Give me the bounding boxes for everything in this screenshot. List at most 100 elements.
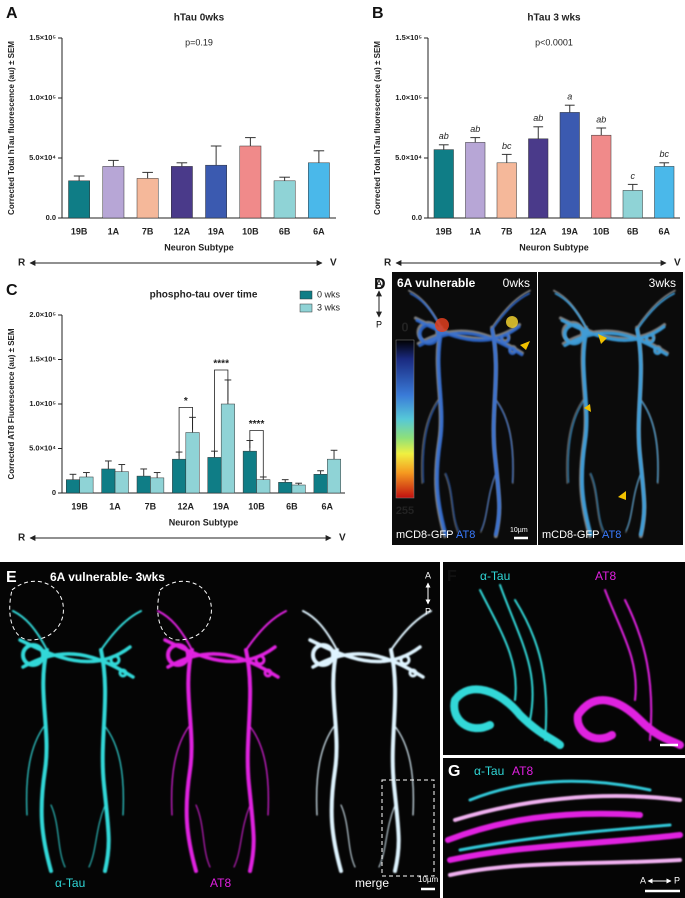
chart-subtitle: p<0.0001 (535, 37, 573, 47)
panel-e: E 6A vulnerable- 3wks A P α-Tau AT8 merg… (0, 562, 440, 898)
x-tick-label: 12A (174, 226, 191, 236)
y-tick-label: 5.0×10⁴ (395, 153, 422, 162)
arrowhead-marker (584, 404, 591, 412)
x-tick-label: 19A (213, 501, 230, 511)
time-label: 3wks (649, 276, 676, 290)
colorbar-label: 0 (401, 319, 408, 334)
y-axis-label: Corrected Total hTau fluorescence (au) ±… (373, 41, 382, 215)
chart-title: phospho-tau over time (150, 290, 258, 301)
channel-label: AT8 (512, 764, 533, 778)
fiber (479, 584, 548, 741)
bar (528, 138, 549, 219)
group-letter: bc (659, 149, 669, 159)
y-tick-label: 1.5×10⁵ (29, 354, 56, 363)
x-axis-label: Neuron Subtype (519, 242, 589, 252)
channel-label: α-Tau (55, 876, 85, 890)
channel-label: mCD8-GFP (396, 529, 453, 541)
outline (157, 580, 212, 641)
group-letter: ab (596, 114, 606, 124)
bar (185, 432, 200, 494)
panel-letter: D (374, 276, 386, 293)
y-tick-label: 5.0×10⁴ (29, 153, 56, 162)
orient-label: P (674, 875, 680, 885)
channel-label: AT8 (602, 529, 621, 541)
x-tick-label: 19B (71, 501, 88, 511)
bar (102, 166, 125, 219)
significance-label: * (184, 396, 188, 407)
panel-f: F α-Tau AT8 (443, 562, 685, 755)
group-letter: ab (470, 124, 480, 134)
group-letter: c (631, 171, 636, 181)
legend-label: 3 wks (317, 302, 341, 312)
bar (496, 162, 517, 219)
legend-swatch (299, 290, 313, 300)
x-tick-label: 6B (286, 501, 298, 511)
x-tick-label: 7B (145, 501, 157, 511)
y-tick-label: 0.0 (46, 213, 56, 222)
orient-label: P (425, 606, 431, 616)
y-axis-label: Corrected AT8 Fluorescence (au) ± SEM (7, 328, 16, 479)
bar (136, 475, 151, 494)
orient-label: P (376, 319, 382, 329)
y-tick-label: 1.0×10⁵ (395, 93, 422, 102)
panel-letter: E (6, 569, 17, 586)
legend-swatch (299, 303, 313, 313)
fiber (573, 696, 684, 749)
direction-label: R (18, 258, 26, 269)
direction-label: V (330, 258, 337, 269)
group-letter: ab (533, 113, 543, 123)
panel-letter: A (6, 5, 18, 22)
bar (207, 457, 222, 494)
y-axis-label: Corrected Total hTau fluorescence (au) ±… (7, 41, 16, 215)
x-tick-label: 1A (109, 501, 121, 511)
channel-label: AT8 (595, 569, 616, 583)
hotspot (435, 318, 449, 332)
bar (65, 479, 80, 494)
significance-bracket (249, 430, 264, 477)
fiber (450, 685, 564, 749)
x-tick-label: 1A (469, 226, 481, 236)
direction-label: R (18, 533, 26, 544)
bar (465, 142, 486, 219)
channel-label: α-Tau (480, 569, 510, 583)
group-letter: ab (439, 131, 449, 141)
y-tick-label: 1.0×10⁵ (29, 93, 56, 102)
x-tick-label: 6A (322, 501, 334, 511)
x-tick-label: 6B (627, 226, 639, 236)
chart-title: hTau 3 wks (527, 13, 581, 24)
bar (220, 403, 235, 494)
panel-d: D A P 6A vulnerable 0wks 3wks 0 255 mCD8… (374, 272, 683, 545)
x-tick-label: 12A (530, 226, 547, 236)
x-tick-label: 12A (178, 501, 195, 511)
bar (205, 164, 227, 219)
bar (433, 149, 454, 219)
colorbar-label: 255 (396, 505, 414, 517)
scalebar-label: 10µm (510, 527, 528, 534)
y-tick-label: 1.5×10⁵ (29, 33, 56, 42)
bar (68, 180, 90, 219)
inset-box (381, 779, 435, 877)
micrograph (0, 562, 440, 898)
panel-letter: B (372, 5, 384, 22)
x-axis-label: Neuron Subtype (169, 517, 239, 527)
bar (291, 484, 306, 494)
y-tick-label: 0 (52, 488, 56, 497)
x-tick-label: 19A (208, 226, 225, 236)
group-letter: bc (502, 141, 512, 151)
bar (150, 477, 165, 494)
y-tick-label: 2.0×10⁵ (29, 310, 56, 319)
channel-label: AT8 (456, 529, 475, 541)
x-tick-label: 19B (435, 226, 452, 236)
legend-label: 0 wks (317, 289, 341, 299)
image-title: 6A vulnerable- 3wks (50, 570, 165, 584)
bar (114, 471, 129, 494)
fiber (458, 779, 672, 852)
fiber (445, 810, 683, 863)
x-tick-label: 19B (71, 226, 88, 236)
direction-label: R (384, 258, 392, 269)
x-tick-label: 6A (658, 226, 670, 236)
significance-label: **** (213, 359, 229, 370)
y-tick-label: 1.5×10⁵ (395, 33, 422, 42)
significance-bracket (214, 369, 229, 455)
